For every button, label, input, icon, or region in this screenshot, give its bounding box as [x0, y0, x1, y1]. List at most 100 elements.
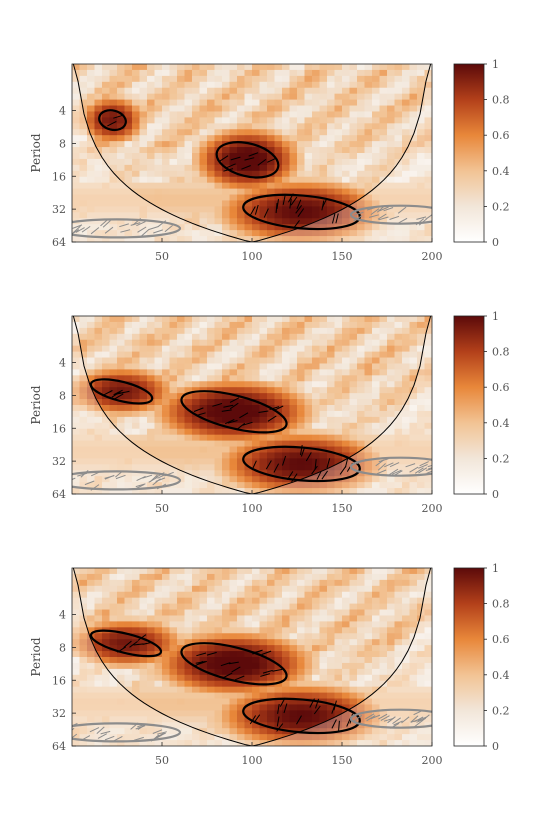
- heatmap-cell: [372, 452, 381, 459]
- phase-arrow-faded: [436, 465, 445, 470]
- phase-arrow-faded: [369, 214, 379, 218]
- heatmap-cell: [124, 662, 133, 670]
- heatmap-cell: [379, 158, 388, 166]
- heatmap-cell: [222, 194, 231, 202]
- heatmap-cell: [132, 603, 141, 611]
- heatmap-cell: [102, 597, 111, 605]
- heatmap-cell: [267, 375, 276, 382]
- heatmap-cell: [132, 428, 141, 436]
- heatmap-cell: [379, 585, 388, 593]
- heatmap-cell: [199, 399, 208, 406]
- heatmap-cell: [357, 674, 366, 682]
- heatmap-cell: [379, 224, 388, 231]
- heatmap-cell: [192, 621, 201, 628]
- heatmap-cell: [124, 375, 133, 382]
- heatmap-cell: [252, 375, 261, 382]
- heatmap-cell: [139, 488, 148, 494]
- heatmap-cell: [222, 369, 231, 376]
- heatmap-cell: [342, 218, 351, 225]
- heatmap-cell: [184, 674, 193, 682]
- colorbar-tick-label: 0.8: [492, 94, 510, 107]
- heatmap-cell: [169, 627, 178, 634]
- heatmap-cell: [334, 458, 343, 465]
- heatmap-cell: [327, 452, 336, 459]
- heatmap-cell: [177, 64, 186, 71]
- heatmap-cell: [192, 153, 201, 160]
- heatmap-cell: [372, 188, 381, 196]
- heatmap-cell: [274, 674, 283, 682]
- heatmap-cell: [207, 422, 216, 430]
- heatmap-cell: [402, 393, 411, 400]
- heatmap-cell: [319, 345, 328, 353]
- heatmap-cell: [117, 740, 126, 746]
- heatmap-cell: [312, 93, 321, 101]
- heatmap-cell: [229, 135, 238, 142]
- heatmap-cell: [237, 327, 246, 335]
- heatmap-cell: [132, 147, 141, 154]
- heatmap-cell: [282, 440, 291, 448]
- heatmap-cell: [154, 141, 163, 148]
- heatmap-cell: [207, 93, 216, 101]
- heatmap-cell: [342, 387, 351, 394]
- heatmap-cell: [342, 75, 351, 83]
- heatmap-cell: [177, 662, 186, 670]
- heatmap-cell: [222, 710, 231, 717]
- heatmap-cell: [237, 81, 246, 89]
- phase-arrow-faded: [104, 735, 115, 741]
- heatmap-cell: [327, 662, 336, 670]
- heatmap-cell: [207, 363, 216, 370]
- heatmap-cell: [192, 375, 201, 382]
- heatmap-cell: [349, 164, 358, 172]
- heatmap-cell: [94, 327, 103, 335]
- phase-arrow-faded: [61, 230, 69, 236]
- phase-arrow-faded: [383, 207, 394, 212]
- heatmap-cell: [297, 333, 306, 341]
- heatmap-cell: [222, 393, 231, 400]
- heatmap-cell: [207, 458, 216, 465]
- heatmap-cell: [417, 188, 426, 196]
- heatmap-cell: [394, 363, 403, 370]
- heatmap-cell: [154, 147, 163, 154]
- heatmap-cell: [342, 579, 351, 587]
- heatmap-cell: [79, 399, 88, 406]
- heatmap-cell: [72, 363, 81, 370]
- heatmap-cell: [154, 236, 163, 242]
- heatmap-cell: [184, 710, 193, 717]
- heatmap-cell: [304, 627, 313, 634]
- heatmap-cell: [207, 81, 216, 89]
- heatmap-cell: [169, 218, 178, 225]
- heatmap-cell: [274, 147, 283, 154]
- heatmap-cell: [274, 87, 283, 95]
- heatmap-cell: [177, 333, 186, 341]
- heatmap-cell: [424, 105, 432, 113]
- heatmap-cell: [259, 662, 268, 670]
- heatmap-cell: [117, 105, 126, 113]
- heatmap-cell: [409, 230, 418, 237]
- heatmap-cell: [79, 64, 88, 71]
- heatmap-cell: [342, 351, 351, 359]
- heatmap-cell: [244, 482, 253, 489]
- heatmap-cell: [162, 615, 171, 622]
- heatmap-cell: [244, 345, 253, 353]
- heatmap-cell: [342, 422, 351, 430]
- heatmap-cell: [244, 236, 253, 242]
- heatmap-cell: [387, 327, 396, 335]
- heatmap-cell: [94, 99, 103, 107]
- colorbar-tick-label: 0.4: [492, 417, 510, 430]
- heatmap-cell: [372, 164, 381, 172]
- heatmap-cell: [184, 579, 193, 587]
- phase-arrow: [311, 465, 318, 475]
- heatmap-cell: [124, 236, 133, 242]
- heatmap-cell: [297, 722, 306, 729]
- heatmap-cell: [222, 351, 231, 359]
- heatmap-cell: [349, 482, 358, 489]
- heatmap-cell: [364, 111, 373, 118]
- heatmap-cell: [379, 399, 388, 406]
- heatmap-cell: [147, 141, 156, 148]
- heatmap-cell: [147, 428, 156, 436]
- heatmap-cell: [282, 716, 291, 723]
- heatmap-cell: [259, 351, 268, 359]
- heatmap-cell: [132, 585, 141, 593]
- heatmap-cell: [394, 129, 403, 136]
- heatmap-cell: [372, 135, 381, 142]
